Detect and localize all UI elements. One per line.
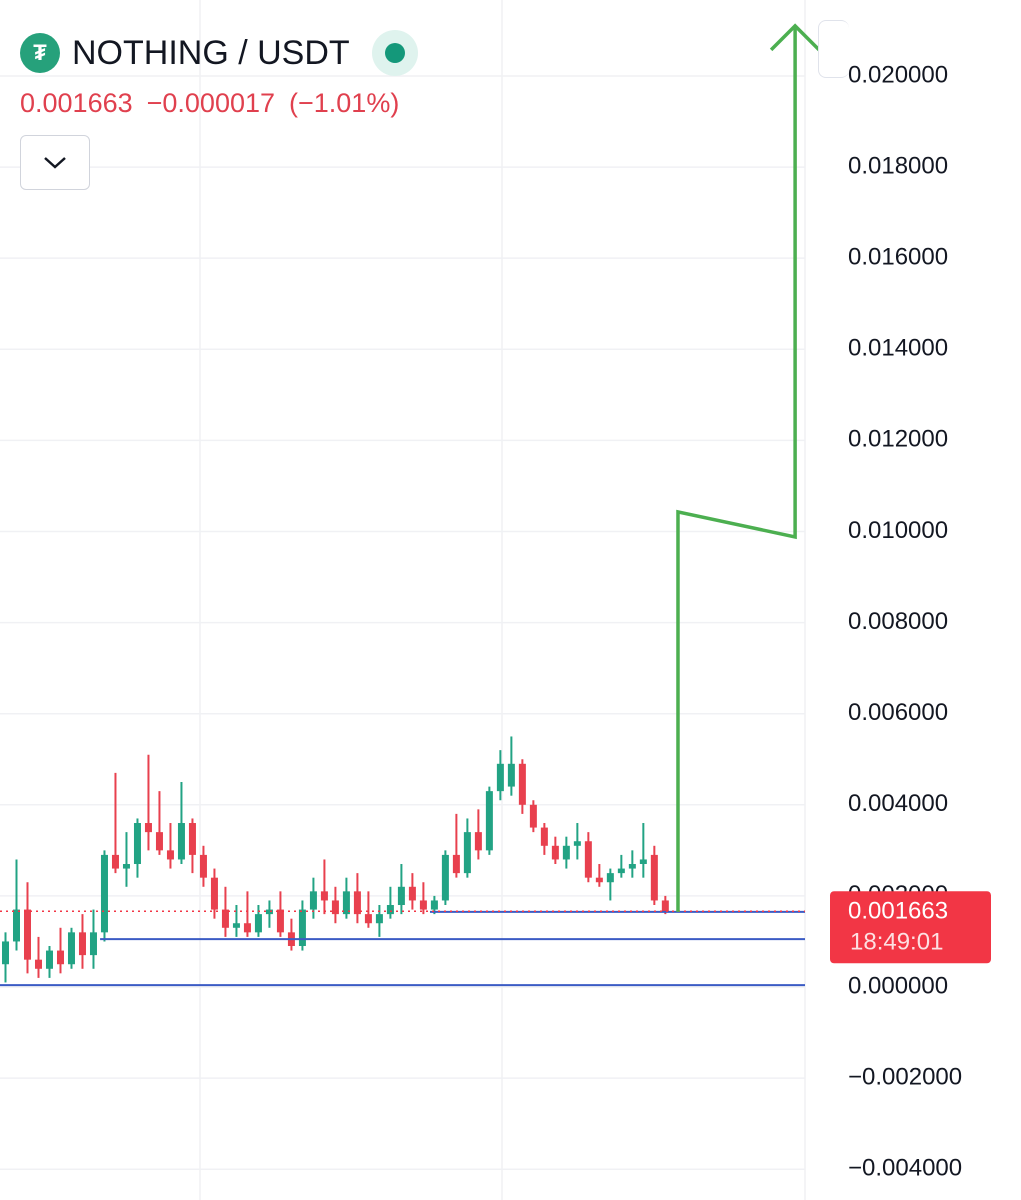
candle-body bbox=[100, 854, 108, 933]
candle-body bbox=[23, 909, 31, 960]
y-tick-label: 0.014000 bbox=[848, 335, 948, 362]
price-label: 0.001663 bbox=[848, 898, 948, 925]
chevron-icon bbox=[44, 156, 66, 169]
y-tick-label: 0.004000 bbox=[848, 790, 948, 817]
candle-body bbox=[122, 864, 130, 869]
candle-body bbox=[496, 763, 504, 792]
candle-body bbox=[397, 886, 405, 906]
candle-body bbox=[56, 950, 64, 965]
y-tick-label: 0.008000 bbox=[848, 608, 948, 635]
market-status bbox=[371, 30, 418, 76]
candle-body bbox=[540, 827, 548, 846]
candle-body bbox=[298, 909, 306, 947]
candle-body bbox=[210, 877, 218, 910]
y-tick-label: −0.004000 bbox=[848, 1155, 962, 1182]
candle-body bbox=[595, 877, 603, 883]
candle-body bbox=[188, 823, 196, 855]
candle-body bbox=[1, 941, 9, 965]
candle-body bbox=[507, 763, 515, 787]
candle-body bbox=[276, 909, 284, 933]
symbol[interactable]: NOTHING / USDT bbox=[72, 33, 350, 72]
candle-body bbox=[386, 905, 394, 915]
candle-body bbox=[518, 763, 526, 805]
y-tick-label: 0.006000 bbox=[848, 699, 948, 726]
y-tick-label: 0.020000 bbox=[848, 61, 948, 88]
y-tick-label: −0.002000 bbox=[848, 1063, 962, 1090]
candle-body bbox=[243, 923, 251, 933]
candle-body bbox=[639, 859, 647, 865]
candle-body bbox=[199, 854, 207, 878]
candle-body bbox=[430, 900, 438, 910]
y-tick-label: 0.010000 bbox=[848, 517, 948, 544]
candle-body bbox=[67, 932, 75, 965]
symbol-header: ₮ NOTHING / USDT bbox=[20, 30, 418, 76]
candle-body bbox=[133, 823, 141, 865]
candle-body bbox=[265, 909, 273, 915]
status-dot bbox=[384, 43, 405, 63]
candle-body bbox=[254, 914, 262, 933]
candle-body bbox=[419, 900, 427, 910]
candle-body bbox=[144, 823, 152, 833]
candle-body bbox=[562, 845, 570, 860]
candle-body bbox=[78, 932, 86, 956]
candle-body bbox=[12, 909, 20, 942]
candle-body bbox=[617, 868, 625, 874]
candle-body bbox=[89, 932, 97, 956]
candle-body bbox=[353, 891, 361, 915]
last-price: 0.001663 bbox=[20, 88, 133, 118]
candle-body bbox=[485, 791, 493, 851]
candle-body bbox=[364, 914, 372, 924]
candle-body bbox=[551, 845, 559, 860]
candle-body bbox=[474, 832, 482, 851]
candle-body bbox=[309, 891, 317, 910]
candle-body bbox=[155, 832, 163, 851]
y-tick-label: 0.016000 bbox=[848, 244, 948, 271]
y-tick-label: 0.018000 bbox=[848, 152, 948, 179]
collapse-button[interactable] bbox=[20, 135, 90, 190]
candle-body bbox=[320, 891, 328, 901]
candle-body bbox=[584, 841, 592, 878]
quote-line: 0.001663 −0.000017 (−1.01%) bbox=[20, 88, 413, 119]
y-tick-label: 0.000000 bbox=[848, 972, 948, 999]
arrow-head bbox=[769, 23, 821, 52]
candle-body bbox=[463, 832, 471, 874]
candle-body bbox=[661, 900, 669, 912]
candle-body bbox=[408, 886, 416, 901]
change: −0.000017 bbox=[146, 88, 276, 118]
candle-body bbox=[34, 959, 42, 969]
target-arrow bbox=[676, 25, 797, 912]
price-label-box bbox=[830, 891, 991, 964]
candle-body bbox=[221, 909, 229, 928]
candle-body bbox=[573, 841, 581, 846]
coin-logo: ₮ bbox=[20, 33, 60, 73]
candle-body bbox=[111, 854, 119, 869]
candle-body bbox=[375, 914, 383, 924]
candle-body bbox=[628, 864, 636, 869]
candle-body bbox=[529, 804, 537, 828]
candle-body bbox=[452, 854, 460, 874]
candle-body bbox=[606, 873, 614, 883]
countdown-label: 18:49:01 bbox=[850, 929, 943, 956]
candle-body bbox=[177, 823, 185, 860]
candle-body bbox=[232, 923, 240, 928]
panel-edge[interactable] bbox=[818, 20, 849, 78]
y-tick-label: 0.012000 bbox=[848, 426, 948, 453]
candle-body bbox=[331, 900, 339, 915]
candle-body bbox=[342, 891, 350, 915]
candle-body bbox=[650, 854, 658, 901]
candle-body bbox=[441, 854, 449, 901]
candle-body bbox=[166, 850, 174, 860]
candle-body bbox=[45, 950, 53, 969]
change-percent: (−1.01%) bbox=[289, 88, 400, 118]
